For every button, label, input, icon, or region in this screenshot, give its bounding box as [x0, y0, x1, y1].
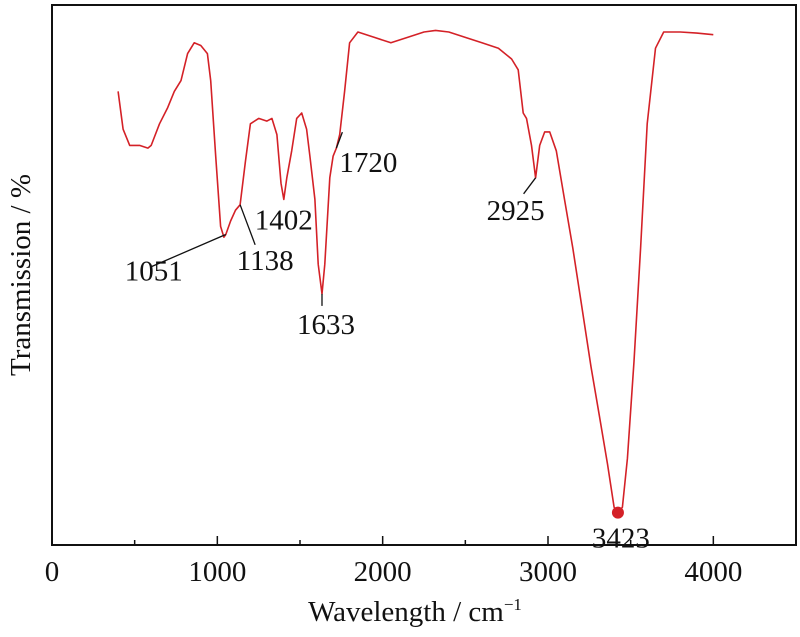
- x-tick-label: 0: [45, 556, 60, 588]
- x-axis-ticks: [51, 536, 797, 545]
- peak-leader-line: [335, 131, 343, 149]
- x-axis-tick-labels: 0 1000 2000 3000 4000: [45, 556, 743, 588]
- x-tick-label: 2000: [354, 556, 412, 588]
- peak-leader-line: [151, 233, 227, 268]
- peak-annotations: 1051 1138 1402 1633 1720 2925 3423: [125, 131, 650, 555]
- spectrum-line: [117, 29, 714, 514]
- x-axis-title-main: Wavelength / cm: [308, 596, 504, 628]
- peak-label: 1051: [125, 256, 183, 288]
- peak-label: 1720: [339, 147, 397, 179]
- x-axis-title-superscript: −1: [504, 595, 522, 614]
- peak-marker: [611, 506, 624, 519]
- peak-label: 1402: [255, 204, 313, 236]
- x-axis-title: Wavelength / cm−1: [308, 595, 522, 628]
- x-tick-label: 1000: [188, 556, 246, 588]
- x-tick-label: 4000: [684, 556, 742, 588]
- peak-label: 3423: [592, 523, 650, 555]
- peak-label: 1138: [237, 245, 294, 277]
- y-axis-title: Transmission / %: [5, 174, 37, 376]
- peak-label: 1633: [297, 309, 355, 341]
- peak-leader-line: [523, 177, 537, 195]
- plot-frame: [51, 4, 797, 546]
- x-tick-label: 3000: [519, 556, 577, 588]
- peak-label: 2925: [487, 195, 545, 227]
- peak-leader-line: [239, 204, 256, 246]
